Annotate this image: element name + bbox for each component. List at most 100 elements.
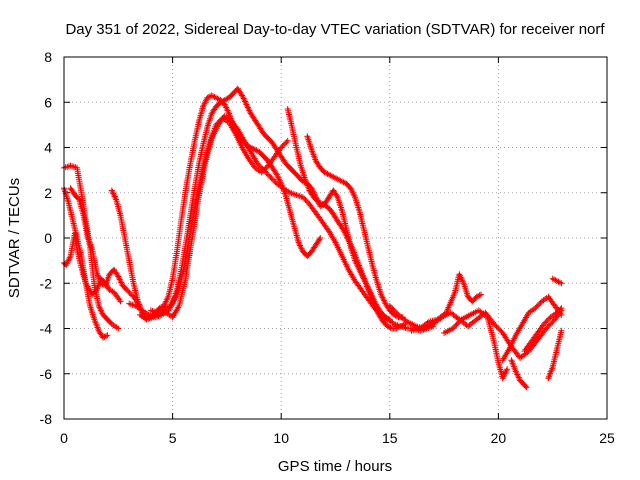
data-point xyxy=(167,296,170,298)
data-point xyxy=(549,316,552,318)
data-point xyxy=(480,293,482,296)
data-point xyxy=(310,148,313,151)
data-point xyxy=(69,164,72,167)
x-tick-label: 15 xyxy=(382,430,398,446)
data-point xyxy=(189,234,191,237)
data-point xyxy=(193,142,196,144)
data-point xyxy=(228,112,230,115)
x-tick-label: 20 xyxy=(491,430,507,446)
data-point xyxy=(391,327,393,330)
data-point xyxy=(124,237,126,239)
data-point xyxy=(165,311,167,314)
data-point xyxy=(117,275,120,278)
data-point xyxy=(528,311,530,314)
data-point xyxy=(508,348,511,350)
x-tick-label: 0 xyxy=(60,430,68,446)
tick-labels: 0 5 10 15 20 25 -8 -6 -4 -2 0 2 4 6 8 xyxy=(40,49,615,446)
data-point xyxy=(202,144,204,147)
data-point xyxy=(280,155,283,158)
data-point xyxy=(197,164,200,167)
data-point xyxy=(523,384,526,386)
data-point xyxy=(150,309,152,312)
data-point xyxy=(232,92,235,94)
data-point xyxy=(302,250,304,253)
data-point xyxy=(406,320,408,323)
chart-title: Day 351 of 2022, Sidereal Day-to-day VTE… xyxy=(65,21,605,38)
data-point xyxy=(241,146,243,149)
data-point xyxy=(282,187,285,190)
data-point xyxy=(462,282,465,285)
data-point xyxy=(132,296,135,298)
data-point xyxy=(249,151,252,153)
series-arc-9 xyxy=(284,106,408,332)
data-point xyxy=(95,271,98,273)
data-point xyxy=(519,379,521,382)
data-point xyxy=(286,139,289,142)
data-point xyxy=(245,103,248,106)
data-point xyxy=(451,327,454,330)
data-point xyxy=(254,119,256,122)
data-point xyxy=(534,307,537,309)
data-point xyxy=(137,300,139,303)
data-point xyxy=(289,210,291,212)
data-point xyxy=(310,250,313,253)
data-point xyxy=(289,191,291,194)
data-point xyxy=(215,96,217,99)
data-point xyxy=(521,323,524,325)
data-point xyxy=(386,318,389,321)
data-point xyxy=(82,214,85,217)
data-point xyxy=(519,357,521,359)
data-point xyxy=(475,318,478,321)
data-point xyxy=(428,320,430,323)
data-point xyxy=(293,225,296,228)
data-point xyxy=(375,280,378,282)
data-point xyxy=(536,339,539,341)
series-arc-15 xyxy=(521,305,565,355)
data-point xyxy=(354,196,356,199)
data-point xyxy=(536,332,539,334)
data-point xyxy=(501,359,504,361)
data-point xyxy=(436,318,439,321)
data-point xyxy=(321,221,324,223)
data-point xyxy=(210,112,213,115)
y-axis-label: SDTVAR / TECUs xyxy=(6,178,23,298)
data-series xyxy=(61,85,565,391)
data-point xyxy=(184,189,187,192)
data-point xyxy=(389,309,391,312)
data-point xyxy=(258,126,261,128)
data-point xyxy=(315,160,317,162)
data-point xyxy=(354,280,356,282)
data-point xyxy=(523,350,526,352)
data-point xyxy=(254,167,256,169)
data-point xyxy=(343,230,345,233)
y-tick-label: 4 xyxy=(44,140,52,156)
data-point xyxy=(560,282,563,285)
data-point xyxy=(302,196,304,199)
data-point xyxy=(369,293,372,296)
data-point xyxy=(467,296,469,298)
y-tick-label: 2 xyxy=(44,185,52,201)
data-point xyxy=(556,311,558,314)
data-point xyxy=(276,173,278,176)
data-point xyxy=(475,296,478,298)
data-point xyxy=(80,191,83,194)
data-point xyxy=(215,124,217,126)
data-point xyxy=(293,171,296,174)
data-point xyxy=(330,210,332,212)
data-point xyxy=(141,309,143,312)
data-point xyxy=(493,323,495,325)
data-point xyxy=(469,314,471,316)
data-point xyxy=(528,350,530,352)
data-point xyxy=(97,305,100,307)
data-point xyxy=(556,348,558,350)
x-tick-label: 10 xyxy=(273,430,289,446)
data-point xyxy=(67,201,70,203)
data-point xyxy=(347,268,350,271)
data-point xyxy=(189,164,191,167)
data-point xyxy=(497,361,500,364)
data-point xyxy=(543,323,545,325)
data-point xyxy=(106,334,109,337)
data-point xyxy=(358,210,361,212)
data-point xyxy=(514,334,517,337)
data-point xyxy=(69,255,72,257)
